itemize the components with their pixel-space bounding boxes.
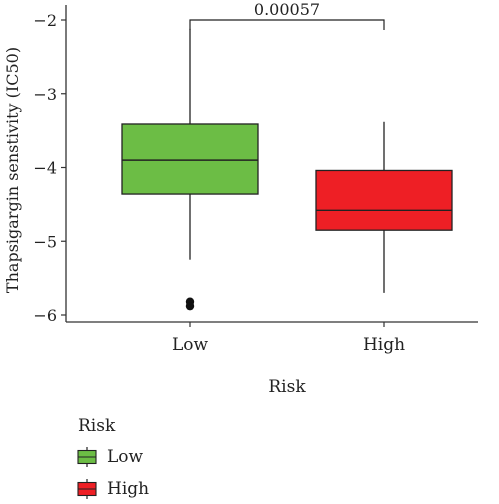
legend-key-low bbox=[77, 447, 97, 467]
significance-label: 0.00057 bbox=[254, 0, 320, 19]
y-tick-label: −3 bbox=[33, 85, 57, 104]
box-high bbox=[315, 169, 453, 231]
legend-title: Risk bbox=[78, 416, 116, 436]
y-tick-label: −4 bbox=[33, 159, 57, 178]
legend-label-low: Low bbox=[107, 447, 144, 467]
y-axis-title: Thapsigargin senstivity (IC50) bbox=[3, 47, 22, 293]
x-axis-title: Risk bbox=[268, 377, 306, 397]
outlier-point-low bbox=[185, 301, 195, 311]
legend-key-high bbox=[77, 479, 97, 499]
y-tick-label: −2 bbox=[33, 11, 57, 30]
x-tick-label-low: Low bbox=[172, 335, 209, 355]
y-tick-label: −5 bbox=[33, 232, 57, 251]
y-tick-label: −6 bbox=[33, 306, 57, 325]
legend-label-high: High bbox=[107, 479, 149, 499]
significance-bracket bbox=[189, 19, 385, 30]
box-low bbox=[121, 123, 259, 195]
x-tick-label-high: High bbox=[363, 335, 405, 355]
